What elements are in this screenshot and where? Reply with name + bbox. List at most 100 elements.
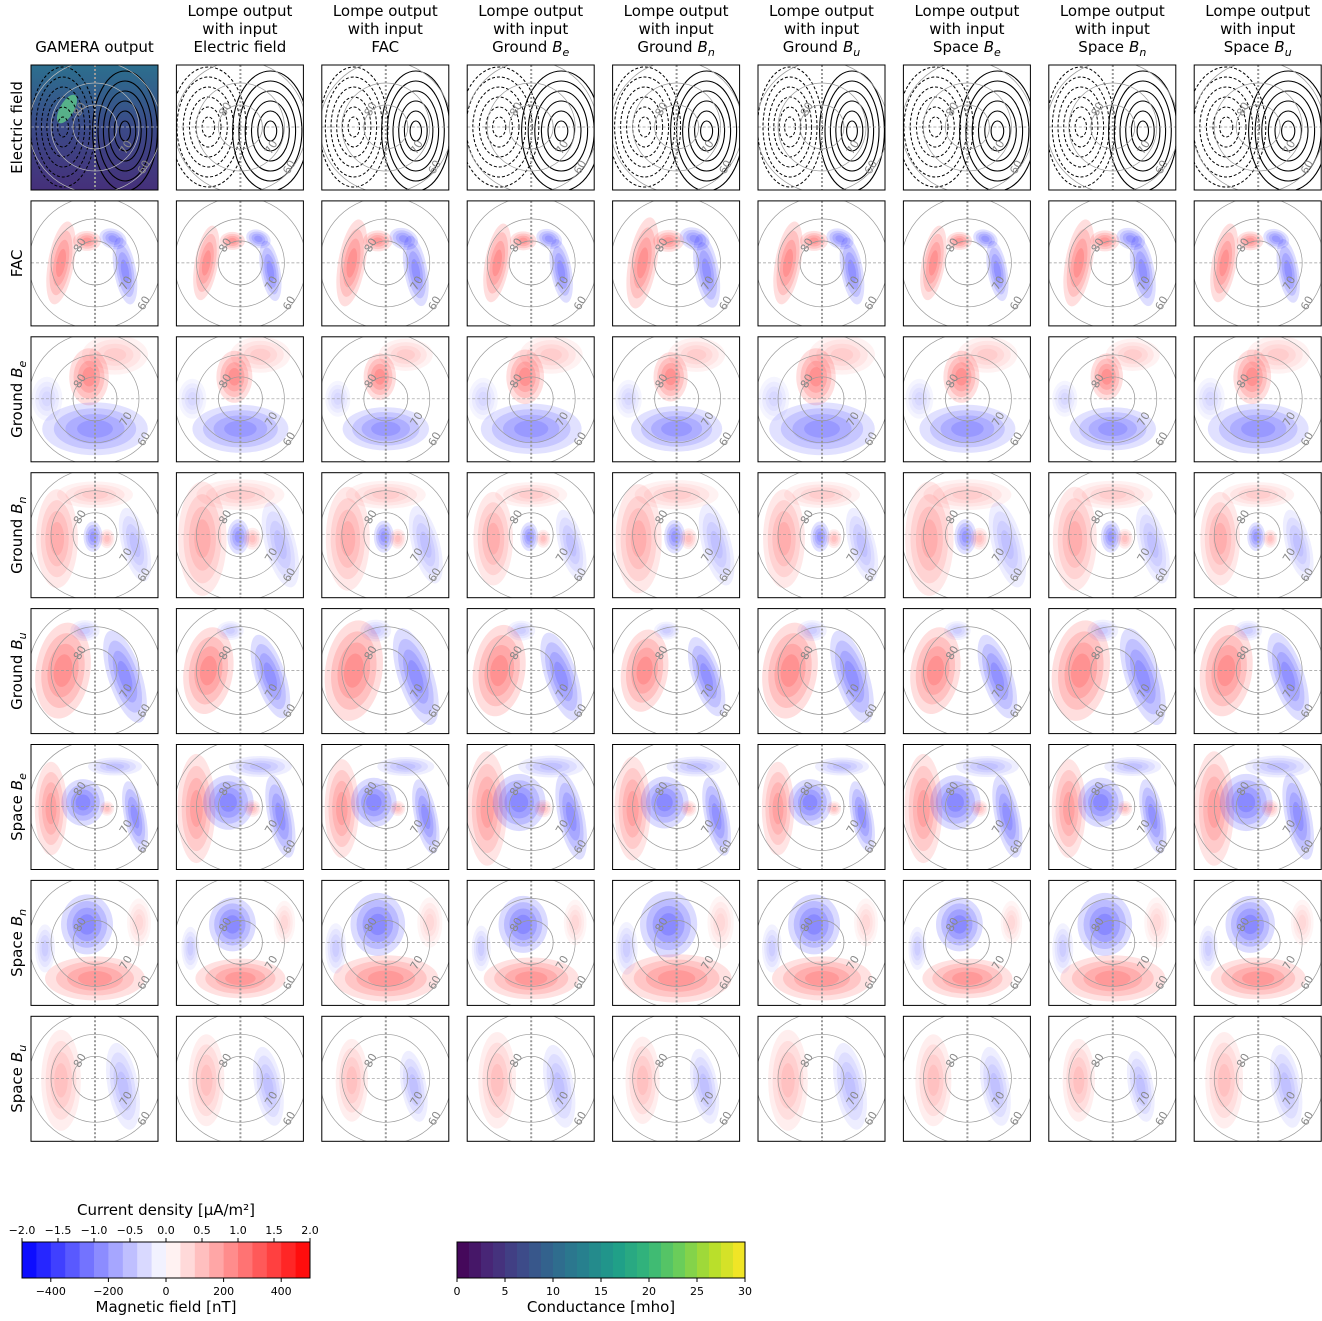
colorbar-level	[209, 1242, 225, 1278]
field-contour	[686, 348, 707, 361]
field-contour	[188, 506, 216, 571]
field-contour	[828, 802, 840, 815]
field-contour	[816, 339, 868, 371]
field-contour	[124, 788, 146, 845]
label-subscript: n	[1139, 46, 1146, 59]
latitude-label: 80	[943, 779, 961, 798]
field-contour	[1147, 531, 1159, 558]
latitude-label: 70	[408, 138, 426, 157]
latitude-label: 80	[1089, 1051, 1107, 1070]
field-contour	[986, 240, 1009, 302]
colorbar-level	[94, 1242, 109, 1278]
field-contour	[1249, 525, 1264, 548]
field-contour	[996, 520, 1018, 569]
potential-contour	[119, 120, 131, 142]
latitude-label: 60	[1298, 294, 1316, 313]
field-contour	[366, 794, 382, 811]
label-text: FAC	[371, 38, 399, 56]
field-contour	[562, 525, 580, 565]
field-contour	[1090, 622, 1115, 640]
potential-contour	[238, 80, 303, 182]
field-contour	[369, 235, 387, 247]
field-contour	[228, 756, 292, 777]
field-contour	[264, 253, 277, 288]
field-contour	[1135, 505, 1170, 584]
latitude-label: 60	[426, 294, 444, 313]
field-contour	[265, 511, 296, 578]
field-contour	[674, 341, 719, 369]
latitude-label: 60	[135, 1109, 153, 1128]
potential-contour	[257, 110, 284, 152]
field-contour	[492, 773, 546, 832]
field-contour	[540, 632, 583, 721]
latitude-label: 70	[844, 953, 862, 972]
field-contour	[217, 621, 244, 641]
field-contour	[857, 804, 867, 829]
field-contour	[1095, 913, 1115, 936]
latitude-label: 70	[1135, 410, 1153, 429]
field-contour	[562, 792, 581, 841]
field-contour	[1103, 524, 1119, 550]
field-contour	[519, 336, 583, 374]
field-contour	[259, 240, 282, 302]
label-text: with input	[1220, 20, 1295, 38]
field-contour	[1056, 934, 1069, 963]
label-subscript: n	[16, 496, 29, 503]
colorbar-level	[553, 1242, 566, 1278]
field-contour	[1083, 783, 1119, 822]
field-contour	[249, 805, 256, 812]
field-contour	[1266, 533, 1275, 544]
latitude-label: 80	[71, 779, 89, 798]
panel-frame	[175, 744, 304, 870]
potential-contour	[903, 66, 974, 188]
latitude-label: 60	[1007, 566, 1025, 585]
field-contour	[225, 627, 235, 634]
latitude-label: 70	[408, 1089, 426, 1108]
panel-frame	[902, 200, 1031, 327]
field-contour	[975, 231, 995, 247]
label-text: Lompe output	[1205, 2, 1310, 20]
latitude-label: 60	[1007, 837, 1025, 856]
label-text: with input	[784, 20, 859, 38]
field-contour	[327, 928, 344, 969]
field-contour	[662, 627, 671, 634]
field-contour	[402, 235, 429, 307]
field-contour	[533, 344, 569, 366]
latitude-label: 70	[844, 682, 862, 701]
column-title: with input	[493, 20, 568, 38]
potential-contour	[232, 70, 304, 190]
latitude-label: 70	[844, 410, 862, 429]
panel-frame	[466, 472, 595, 599]
latitude-label: 70	[844, 138, 862, 157]
panel-frame	[321, 336, 450, 463]
field-contour	[368, 913, 388, 936]
field-contour	[978, 233, 993, 245]
field-contour	[129, 532, 141, 558]
field-contour	[366, 232, 390, 250]
field-contour	[389, 227, 419, 250]
field-contour	[35, 924, 55, 973]
potential-contour	[762, 76, 818, 178]
field-contour	[1292, 801, 1304, 832]
field-contour	[970, 344, 1005, 365]
potential-contour	[392, 90, 440, 172]
field-contour	[679, 227, 710, 251]
label-text: with input	[348, 20, 423, 38]
latitude-label: 60	[862, 566, 880, 585]
field-contour	[526, 340, 576, 370]
field-contour	[45, 1040, 77, 1120]
